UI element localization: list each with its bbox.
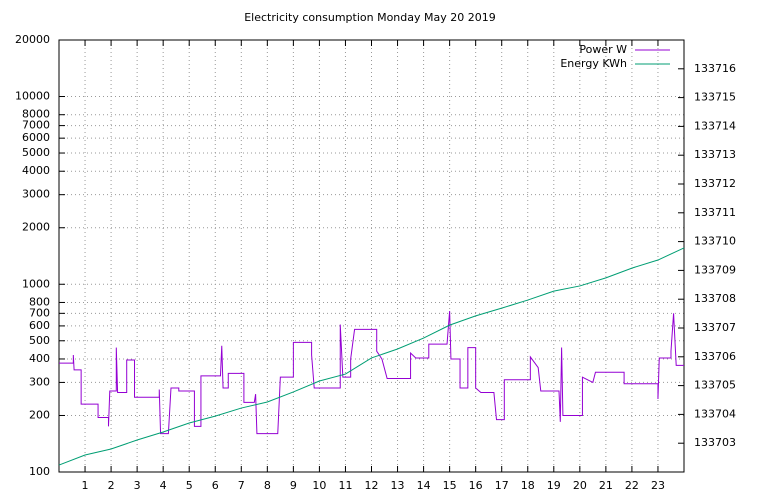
x-tick-label: 17	[495, 479, 509, 492]
y2-tick-label: 133708	[694, 292, 736, 305]
x-tick-label: 8	[264, 479, 271, 492]
y-tick-label: 400	[29, 352, 50, 365]
x-tick-label: 2	[108, 479, 115, 492]
y-tick-label: 7000	[22, 119, 50, 132]
x-tick-label: 4	[160, 479, 167, 492]
y2-tick-label: 133712	[694, 177, 736, 190]
y2-tick-label: 133716	[694, 62, 736, 75]
y-tick-label: 1000	[22, 277, 50, 290]
y-tick-label: 500	[29, 334, 50, 347]
x-tick-label: 12	[365, 479, 379, 492]
x-tick-label: 7	[238, 479, 245, 492]
y2-tick-label: 133714	[694, 119, 736, 132]
x-tick-label: 13	[391, 479, 405, 492]
plot-frame	[58, 39, 685, 473]
series-line	[59, 311, 684, 435]
x-tick-label: 1	[82, 479, 89, 492]
x-tick-label: 16	[469, 479, 483, 492]
y-tick-label: 4000	[22, 164, 50, 177]
y2-tick-label: 133704	[694, 407, 736, 420]
legend-label: Power W	[579, 43, 627, 56]
y-tick-label: 800	[29, 295, 50, 308]
x-tick-label: 6	[212, 479, 219, 492]
x-tick-label: 21	[599, 479, 613, 492]
x-tick-label: 18	[521, 479, 535, 492]
y2-tick-label: 133710	[694, 235, 736, 248]
x-tick-label: 15	[443, 479, 457, 492]
x-tick-label: 23	[651, 479, 665, 492]
y-tick-label: 5000	[22, 146, 50, 159]
y2-tick-label: 133715	[694, 91, 736, 104]
x-tick-label: 19	[547, 479, 561, 492]
y2-tick-label: 133713	[694, 148, 736, 161]
x-tick-label: 10	[312, 479, 326, 492]
x-tick-label: 14	[417, 479, 431, 492]
y-tick-label: 6000	[22, 131, 50, 144]
y2-tick-label: 133703	[694, 436, 736, 449]
x-tick-label: 11	[338, 479, 352, 492]
x-tick-label: 20	[573, 479, 587, 492]
series-line	[58, 247, 685, 466]
y-tick-label: 300	[29, 375, 50, 388]
x-tick-label: 22	[625, 479, 639, 492]
y-tick-label: 10000	[15, 90, 50, 103]
x-tick-label: 9	[290, 479, 297, 492]
y2-tick-label: 133705	[694, 379, 736, 392]
y-tick-label: 3000	[22, 188, 50, 201]
legend-label: Energy KWh	[560, 57, 627, 70]
y-tick-label: 20000	[15, 33, 50, 46]
y-tick-label: 100	[29, 465, 50, 478]
y-tick-label: 8000	[22, 108, 50, 121]
y-tick-label: 2000	[22, 221, 50, 234]
x-tick-label: 3	[134, 479, 141, 492]
y-tick-label: 600	[29, 319, 50, 332]
y2-tick-label: 133706	[694, 350, 736, 363]
y-tick-label: 700	[29, 306, 50, 319]
y2-tick-label: 133709	[694, 263, 736, 276]
chart-title: Electricity consumption Monday May 20 20…	[244, 11, 496, 24]
y2-tick-label: 133707	[694, 321, 736, 334]
y2-tick-label: 133711	[694, 206, 736, 219]
y-tick-label: 200	[29, 408, 50, 421]
x-tick-label: 5	[186, 479, 193, 492]
